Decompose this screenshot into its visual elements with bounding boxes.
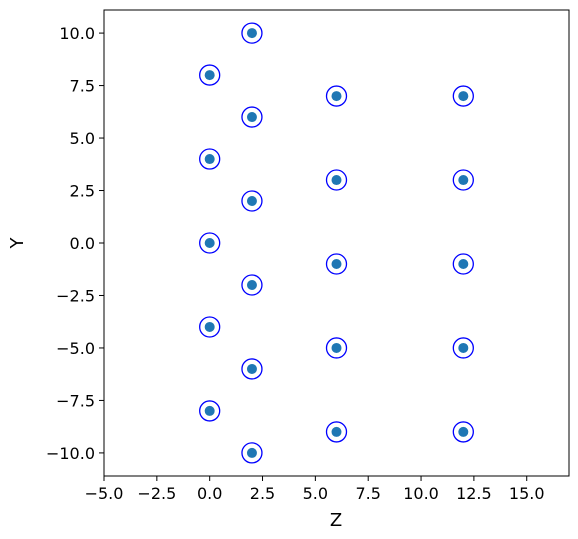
data-point-dot <box>246 112 257 123</box>
data-point-ring <box>241 190 263 212</box>
data-point-ring <box>325 253 348 275</box>
data-point-ring <box>199 64 221 86</box>
data-point-ring <box>452 253 474 275</box>
data-point-dot <box>331 175 342 186</box>
x-tick-label: 5.0 <box>303 484 328 503</box>
x-tick-label: 2.5 <box>250 484 275 503</box>
data-point-dot <box>458 426 469 437</box>
data-point-ring <box>241 442 263 464</box>
data-marks <box>199 22 474 464</box>
data-point-dot <box>331 91 342 102</box>
x-tick-label: 7.5 <box>355 484 380 503</box>
data-point-ring <box>325 421 348 443</box>
data-point-dot <box>331 342 342 353</box>
data-point-ring <box>241 358 263 380</box>
x-tick-label: −2.5 <box>137 484 176 503</box>
x-tick-label: 0.0 <box>197 484 222 503</box>
x-tick-label: 12.5 <box>456 484 492 503</box>
data-point-ring <box>325 337 348 359</box>
y-tick-label: 0.0 <box>70 234 95 253</box>
y-tick-label: −2.5 <box>56 286 95 305</box>
y-tick-label: −7.5 <box>56 391 95 410</box>
y-tick-label: 7.5 <box>70 77 95 96</box>
data-point-dot <box>458 175 469 186</box>
data-point-dot <box>458 258 469 269</box>
data-point-dot <box>204 238 215 248</box>
data-point-ring <box>199 316 221 338</box>
data-point-ring <box>325 85 348 107</box>
data-point-dot <box>204 321 215 332</box>
y-axis-title: Y <box>7 237 28 250</box>
data-point-dot <box>204 70 215 81</box>
y-axis-ticks: 10.0 7.5 5.0 2.5 0.0 −2.5 −5.0 −7.5 −10.0 <box>46 24 104 463</box>
plot-area <box>103 9 570 477</box>
x-axis-title: Z <box>330 510 342 531</box>
data-point-ring <box>199 148 221 170</box>
data-point-dot <box>246 196 257 207</box>
data-point-dot <box>331 426 342 437</box>
data-point-dot <box>246 447 257 458</box>
data-point-dot <box>246 279 257 290</box>
data-point-dot <box>204 405 215 416</box>
x-axis-ticks: −5.0 −2.5 0.0 2.5 5.0 7.5 10.0 12.5 15.0 <box>85 476 545 503</box>
y-tick-label: 5.0 <box>70 129 95 148</box>
data-point-dot <box>331 258 342 269</box>
data-point-ring <box>452 169 474 191</box>
y-tick-label: 2.5 <box>70 182 95 201</box>
data-point-ring <box>452 421 474 443</box>
data-point-dot <box>204 154 215 165</box>
data-point-ring <box>199 232 221 254</box>
data-point-ring <box>241 106 263 128</box>
x-tick-label: 15.0 <box>509 484 545 503</box>
data-point-ring <box>325 169 348 191</box>
data-point-ring <box>452 85 474 107</box>
y-tick-label: −10.0 <box>46 444 95 463</box>
x-tick-label: 10.0 <box>403 484 439 503</box>
data-point-dot <box>246 28 257 39</box>
data-point-dot <box>458 342 469 353</box>
data-point-dot <box>458 91 469 102</box>
y-tick-label: −5.0 <box>56 339 95 358</box>
data-point-dot <box>246 363 257 374</box>
data-point-ring <box>241 22 263 44</box>
x-tick-label: −5.0 <box>85 484 124 503</box>
data-point-ring <box>199 400 221 422</box>
y-tick-label: 10.0 <box>59 24 95 43</box>
data-point-ring <box>452 337 474 359</box>
data-point-ring <box>241 274 263 296</box>
